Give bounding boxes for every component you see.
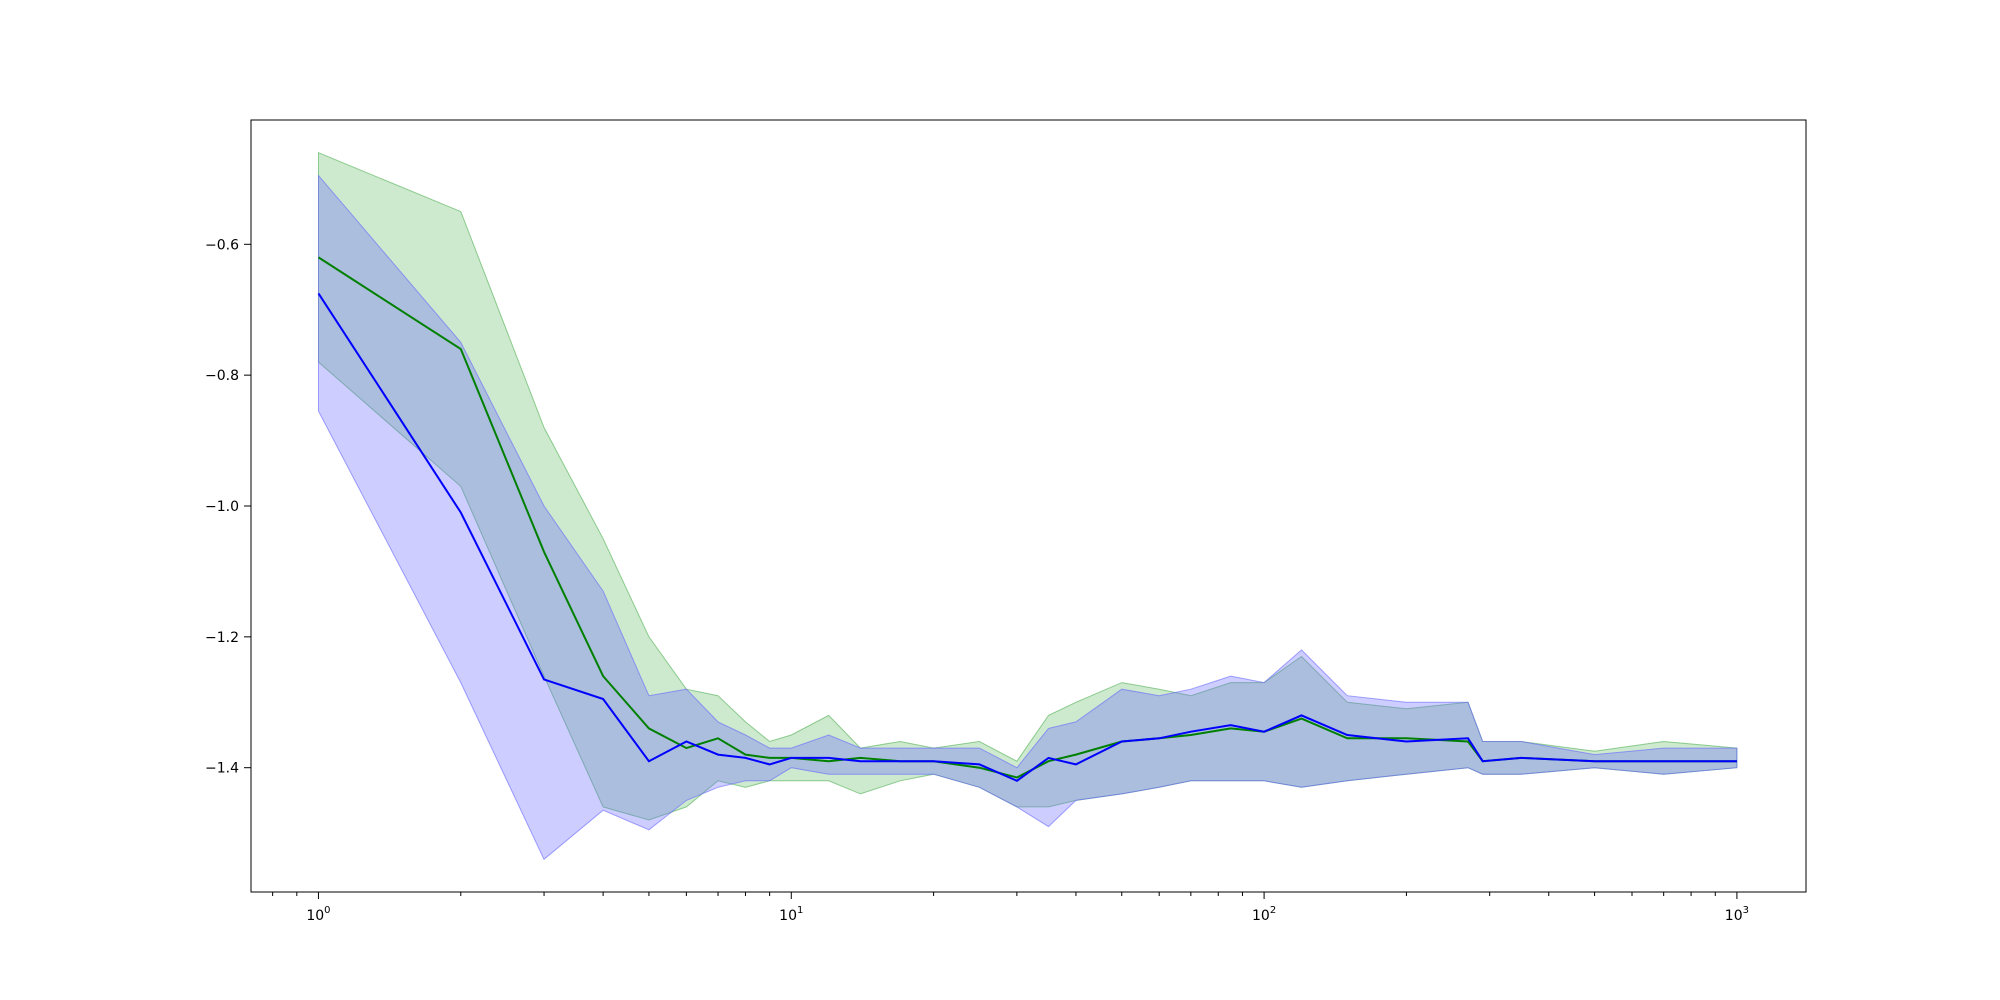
y-tick-label: −0.8: [205, 368, 239, 384]
y-tick-label: −0.6: [205, 237, 239, 253]
y-axis: −0.6 −0.8 −1.0 −1.2 −1.4: [205, 237, 251, 777]
series-1-band: [318, 174, 1738, 861]
y-tick-label: −1.2: [205, 630, 239, 646]
series-lines: [317, 256, 1737, 782]
series-1-line: [317, 292, 1737, 782]
confidence-bands: [318, 151, 1738, 861]
x-tick-label: 102: [1252, 905, 1276, 924]
x-tick-label: 101: [779, 905, 803, 924]
y-tick-label: −1.4: [205, 761, 239, 777]
x-tick-label: 103: [1725, 905, 1749, 924]
y-tick-label: −1.0: [205, 499, 239, 515]
x-tick-label: 100: [306, 905, 330, 924]
x-axis: 100 101 102 103: [272, 892, 1749, 924]
